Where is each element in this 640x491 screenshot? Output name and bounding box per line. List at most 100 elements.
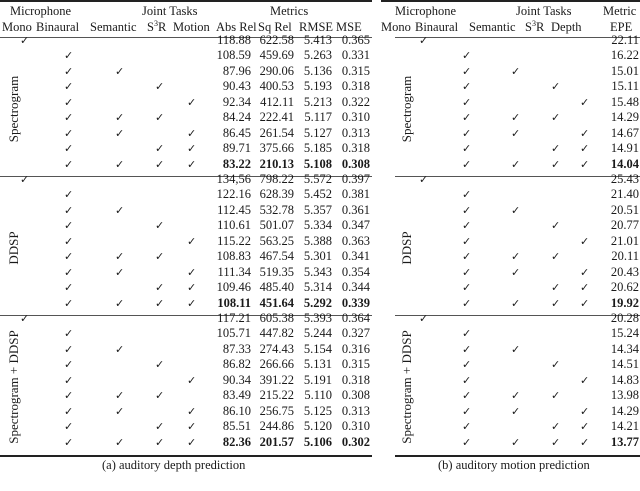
check-icon: ✓ [64,234,74,248]
table-row: ✓ ✓ ✓ 86.45 261.54 5.127 0.313 [0,126,372,142]
check-icon: ✓ [462,327,472,341]
metric-value: 0.397 [341,172,370,186]
table-row: ✓ ✓ ✓ 111.34 519.35 5.343 0.354 [0,265,372,281]
check-icon: ✓ [580,435,590,449]
table-row: ✓ ✓ ✓ 20.11 [381,249,640,265]
metric-value: 391.22 [259,372,294,387]
check-icon: ✓ [64,203,74,217]
check-icon: ✓ [115,404,125,418]
check-icon: ✓ [115,342,125,356]
check-icon: ✓ [155,420,165,434]
metric-value: 0.308 [341,388,370,403]
table-row: ✓ ✓ 15.01 [381,64,640,80]
metric-value: 14.91 [610,141,639,156]
check-icon: ✓ [64,296,74,310]
metric-value: 0.313 [341,403,370,418]
metric-value: 134,56 [216,172,251,186]
check-icon: ✓ [419,312,429,325]
metric-value: 400.53 [259,79,294,94]
check-icon: ✓ [551,420,561,434]
metric-value: 108.11 [217,295,251,310]
col-abs-rel: Abs Rel [216,20,257,34]
table-row: ✓ ✓ 14.83 [381,373,640,389]
metric-value: 0.327 [341,326,370,341]
check-icon: ✓ [580,142,590,156]
metric-value: 19.92 [610,295,639,310]
metric-value: 20.11 [611,249,639,264]
table-row: ✓ ✓ 20.51 [381,203,640,219]
metric-value: 0.354 [341,264,370,279]
table-row: ✓ ✓ ✓ 20.62 [381,280,640,296]
check-icon: ✓ [580,373,590,387]
metric-value: 14.21 [610,419,639,434]
check-icon: ✓ [115,157,125,171]
check-icon: ✓ [580,296,590,310]
metric-value: 485.40 [259,280,294,295]
check-icon: ✓ [462,435,472,449]
metric-value: 0.364 [341,311,370,325]
table-row: ✓ ✓ ✓ 108.83 467.54 5.301 0.341 [0,249,372,265]
check-icon: ✓ [551,250,561,264]
group-separator [395,176,640,178]
check-icon: ✓ [64,49,74,63]
check-icon: ✓ [419,173,429,186]
check-icon: ✓ [511,389,521,403]
metric-value: 5.213 [303,94,332,109]
table-row: ✓ ✓ ✓ 14.91 [381,141,640,157]
metric-value: 118.88 [217,33,251,47]
check-icon: ✓ [115,250,125,264]
check-icon: ✓ [462,188,472,202]
check-icon: ✓ [187,404,197,418]
metric-value: 266.66 [259,357,294,372]
metric-value: 83.22 [222,156,251,171]
check-icon: ✓ [462,265,472,279]
metric-value: 201.57 [259,434,294,449]
table-row: ✓ ✓ ✓ ✓ 14.04 [381,157,640,173]
metric-value: 20.77 [610,218,639,233]
metric-value: 5.452 [303,187,332,202]
metric-value: 0.341 [341,249,370,264]
metric-value: 798.22 [259,172,294,186]
table-row: ✓ 108.59 459.69 5.263 0.331 [0,48,372,64]
check-icon: ✓ [115,435,125,449]
check-icon: ✓ [155,219,165,233]
check-icon: ✓ [64,373,74,387]
col-mono: Mono [2,20,32,34]
header-microphone: Microphone [395,4,457,18]
check-icon: ✓ [511,111,521,125]
metric-value: 605.38 [259,311,294,325]
metric-value: 15.11 [611,79,639,94]
metric-value: 5.154 [303,341,332,356]
check-icon: ✓ [115,265,125,279]
metric-value: 5.136 [303,63,332,78]
check-icon: ✓ [462,234,472,248]
table-row: ✓ ✓ 112.45 532.78 5.357 0.361 [0,203,372,219]
metric-value: 14.67 [610,125,639,140]
metric-value: 0.363 [341,233,370,248]
metric-value: 0.361 [341,202,370,217]
metric-value: 87.33 [222,341,251,356]
col-semantic: Semantic [469,20,516,34]
metric-value: 5.131 [303,357,332,372]
metric-value: 14.29 [610,403,639,418]
check-icon: ✓ [155,389,165,403]
metric-value: 5.263 [303,48,332,63]
metric-value: 14.83 [610,372,639,387]
caption-a: (a) auditory depth prediction [102,458,246,472]
metric-value: 20.62 [610,280,639,295]
metric-value: 0.315 [341,357,370,372]
metric-value: 0.315 [341,63,370,78]
metric-value: 447.82 [259,326,294,341]
metric-value: 5.185 [303,141,332,156]
metric-value: 0.339 [341,295,370,310]
metric-value: 109.46 [216,280,251,295]
metric-value: 112.45 [217,202,251,217]
check-icon: ✓ [155,281,165,295]
metric-value: 122.16 [216,187,251,202]
table-row: ✓ ✓ ✓ 85.51 244.86 5.120 0.310 [0,419,372,435]
check-icon: ✓ [511,296,521,310]
check-icon: ✓ [419,34,429,47]
metric-value: 85.51 [222,419,251,434]
metric-value: 13.98 [610,388,639,403]
check-icon: ✓ [511,157,521,171]
